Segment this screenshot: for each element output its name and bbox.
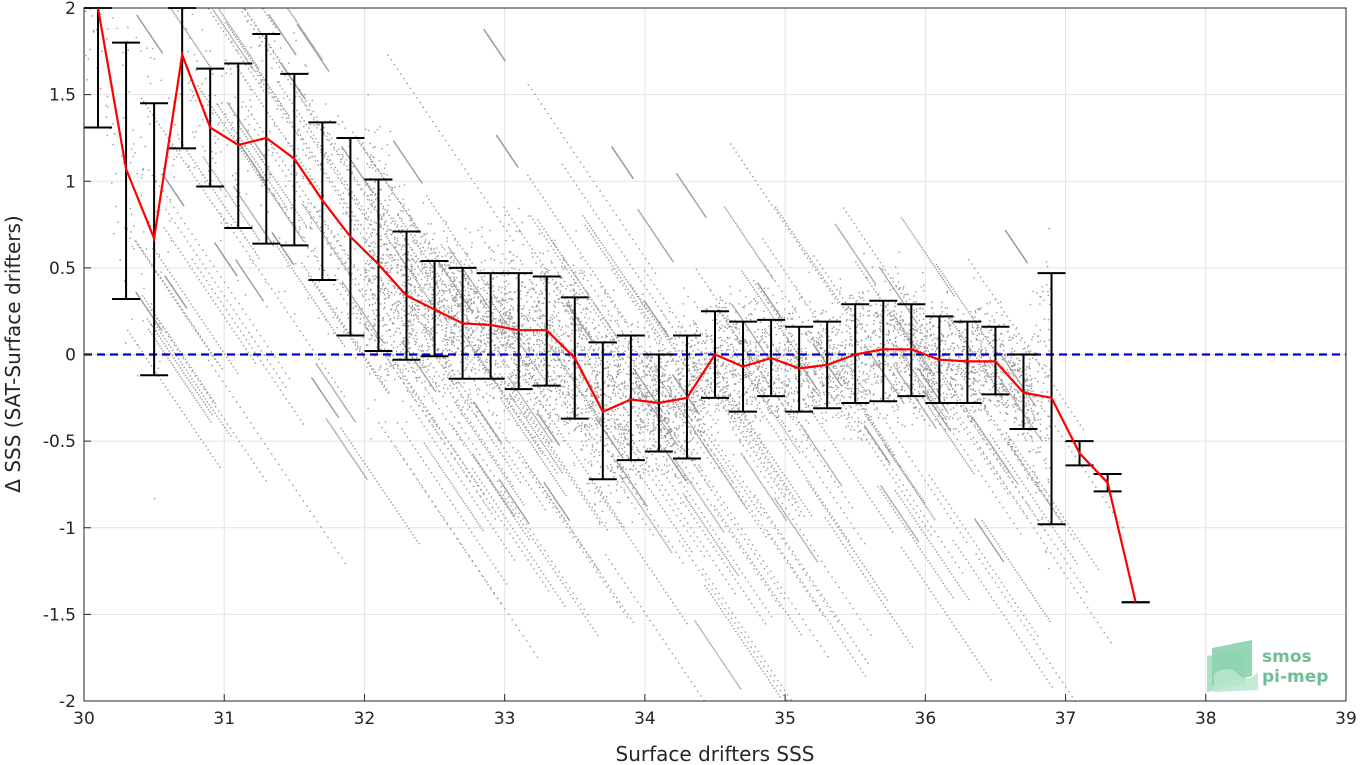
x-axis-ticks: 30 31 32 33 34 35 36 37 38 39: [73, 694, 1357, 729]
error-bar: [616, 334, 645, 462]
y-axis-label: Δ SSS (SAT-Surface drifters): [1, 215, 25, 492]
y-tick-label: 0.5: [49, 259, 76, 279]
x-tick-label: 30: [73, 709, 95, 729]
y-tick-label: -0.5: [43, 432, 76, 452]
smos-pi-mep-logo: smos pi-mep: [1207, 640, 1328, 692]
scatter-points: [85, 8, 1124, 702]
y-tick-label: 0: [65, 346, 76, 366]
x-tick-label: 34: [634, 709, 656, 729]
x-tick-label: 32: [354, 709, 376, 729]
mean-line: [96, 7, 1137, 603]
y-tick-label: 2: [65, 0, 76, 19]
logo-text-pi-mep: pi-mep: [1262, 667, 1328, 687]
y-tick-label: -2: [59, 692, 76, 712]
x-tick-label: 35: [774, 709, 796, 729]
y-tick-label: 1.5: [49, 86, 76, 106]
y-axis-ticks: -2 -1.5 -1 -0.5 0 0.5 1 1.5 2: [43, 0, 91, 712]
y-tick-label: -1.5: [43, 605, 76, 625]
x-tick-label: 31: [213, 709, 235, 729]
logo-waves-icon: [1207, 640, 1258, 692]
x-tick-label: 39: [1335, 709, 1357, 729]
scatter-cloud: [85, 8, 1124, 702]
y-tick-label: -1: [59, 519, 76, 539]
x-tick-label: 33: [494, 709, 516, 729]
x-tick-label: 36: [915, 709, 937, 729]
logo-text-smos: smos: [1262, 647, 1312, 667]
y-tick-label: 1: [65, 172, 76, 192]
error-bar: [869, 299, 898, 403]
x-axis-label: Surface drifters SSS: [616, 742, 815, 765]
x-tick-label: 37: [1055, 709, 1077, 729]
x-tick-label: 38: [1195, 709, 1217, 729]
